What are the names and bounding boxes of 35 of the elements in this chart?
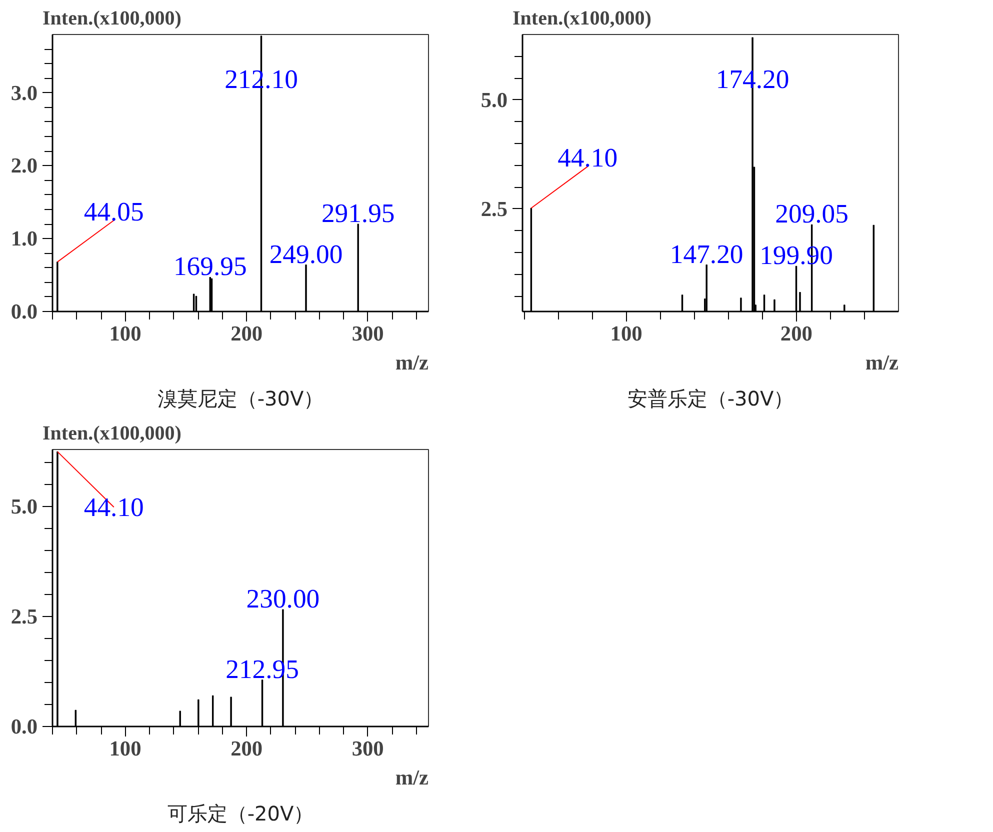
x-tick-label: 300 xyxy=(352,322,384,346)
annotation: 209.05 xyxy=(775,198,848,229)
annotation: 230.00 xyxy=(246,584,320,614)
x-axis-title: m/z xyxy=(395,766,429,790)
x-axis-title: m/z xyxy=(865,350,899,374)
y-axis-title: Inten.(x100,000) xyxy=(42,8,182,30)
annotation: 44.10 xyxy=(558,142,618,173)
x-tick-label: 200 xyxy=(780,322,812,346)
x-tick-label: 100 xyxy=(610,322,642,346)
x-tick-label: 300 xyxy=(352,736,384,760)
text: 安普乐定（-30V） xyxy=(627,386,794,410)
y-axis-title: Inten.(x100,000) xyxy=(42,422,182,444)
x-axis-title: m/z xyxy=(395,350,429,374)
x-tick-label: 200 xyxy=(230,736,263,760)
y-tick-label: 3.0 xyxy=(10,80,38,105)
annotation: 169.95 xyxy=(173,251,247,282)
annotation: 147.20 xyxy=(670,238,744,269)
text: 溴莫尼定（-30V） xyxy=(157,386,324,410)
y-axis-title: Inten.(x100,000) xyxy=(512,8,652,30)
x-tick-label: 100 xyxy=(109,322,142,346)
annotation: 44.05 xyxy=(84,196,144,226)
annotation: 44.10 xyxy=(84,492,144,522)
y-tick-label: 0.0 xyxy=(10,300,38,324)
y-tick-label: 1.0 xyxy=(10,226,38,251)
y-tick-label: 2.5 xyxy=(480,196,508,221)
x-tick-label: 200 xyxy=(230,322,263,346)
annotation: 249.00 xyxy=(269,238,343,269)
y-tick-label: 5.0 xyxy=(480,88,508,112)
y-tick-label: 2.0 xyxy=(10,154,38,178)
annotation: 291.95 xyxy=(321,198,395,228)
y-tick-label: 5.0 xyxy=(10,494,38,519)
y-tick-label: 0.0 xyxy=(10,714,38,738)
y-tick-label: 2.5 xyxy=(10,604,38,629)
x-tick-label: 100 xyxy=(109,736,142,760)
text: 可乐定（-20V） xyxy=(167,802,314,826)
